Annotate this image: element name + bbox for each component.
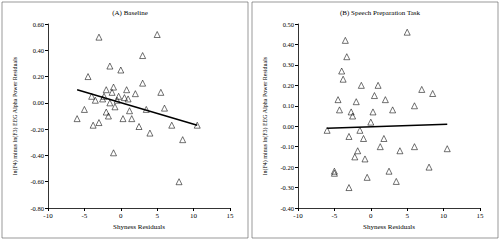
- svg-text:-0.30: -0.30: [280, 184, 294, 191]
- svg-text:(A) Baseline: (A) Baseline: [112, 9, 148, 17]
- svg-text:15: 15: [227, 212, 235, 220]
- svg-text:0.40: 0.40: [33, 47, 44, 54]
- svg-text:0.10: 0.10: [283, 102, 294, 109]
- svg-text:0.20: 0.20: [33, 73, 44, 80]
- svg-text:-5: -5: [331, 212, 337, 220]
- svg-text:0.20: 0.20: [283, 82, 294, 89]
- svg-text:ln(F4) minus ln(F3) EEG Alpha: ln(F4) minus ln(F3) EEG Alpha Power Resi…: [262, 56, 269, 175]
- svg-text:0.00: 0.00: [283, 123, 294, 130]
- svg-text:Shyness Residuals: Shyness Residuals: [363, 223, 415, 231]
- svg-text:10: 10: [440, 212, 448, 220]
- svg-text:-0.10: -0.10: [280, 143, 294, 150]
- svg-text:Shyness Residuals: Shyness Residuals: [113, 223, 165, 231]
- svg-text:5: 5: [155, 212, 159, 220]
- svg-text:0.30: 0.30: [283, 61, 294, 68]
- svg-text:-0.80: -0.80: [30, 205, 44, 212]
- svg-text:-0.20: -0.20: [280, 164, 294, 171]
- svg-text:-0.40: -0.40: [280, 205, 294, 212]
- svg-text:10: 10: [190, 212, 198, 220]
- svg-text:0.60: 0.60: [33, 21, 44, 28]
- svg-text:0.00: 0.00: [33, 99, 44, 106]
- svg-text:-0.40: -0.40: [30, 152, 44, 159]
- svg-text:-10: -10: [43, 212, 53, 220]
- svg-text:ln(F4) minus ln(F3) EEG Alpha: ln(F4) minus ln(F3) EEG Alpha Power Resi…: [12, 56, 19, 175]
- svg-text:0: 0: [119, 212, 123, 220]
- svg-text:0: 0: [369, 212, 373, 220]
- svg-text:-0.60: -0.60: [30, 178, 44, 185]
- svg-text:(B) Speech Preparation Task: (B) Speech Preparation Task: [340, 9, 421, 17]
- svg-text:-0.20: -0.20: [30, 126, 44, 133]
- svg-text:5: 5: [405, 212, 409, 220]
- svg-text:-10: -10: [293, 212, 303, 220]
- svg-text:0.50: 0.50: [283, 21, 294, 28]
- svg-text:0.40: 0.40: [283, 41, 294, 48]
- svg-text:-5: -5: [81, 212, 87, 220]
- svg-text:15: 15: [477, 212, 485, 220]
